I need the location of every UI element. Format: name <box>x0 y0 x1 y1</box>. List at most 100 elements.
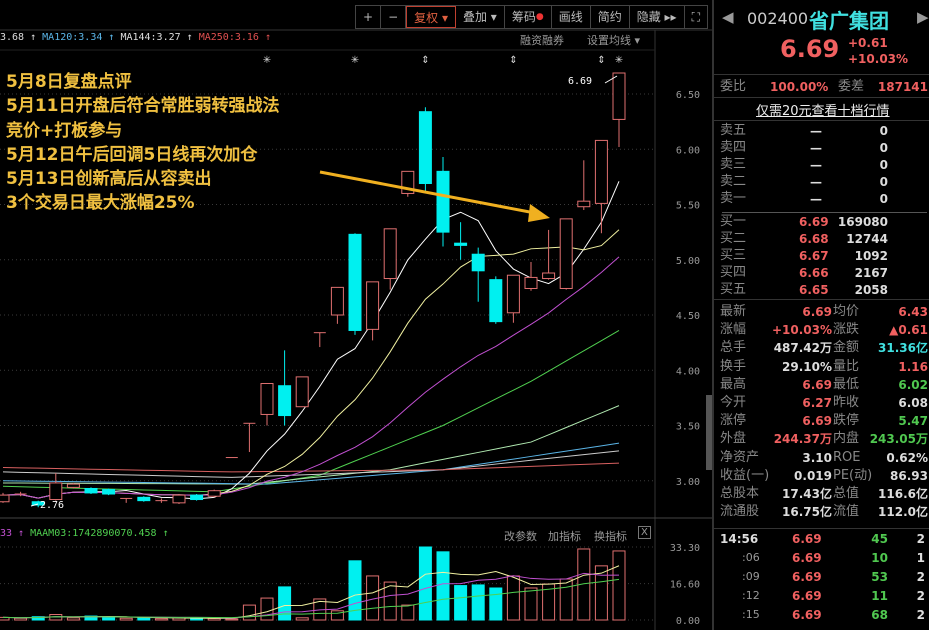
stat-label: 收益(一) <box>720 467 770 483</box>
weibi-value: 100.00% <box>770 80 829 94</box>
chart-toolbar: + − 复权 ▾ 叠加 ▾ 筹码● 画线 简约 隐藏 ▸▸ ⛶ <box>355 5 708 29</box>
event-marker-icon: ⇕ <box>421 55 429 66</box>
candle-body <box>137 496 151 502</box>
set-ma-dropdown[interactable]: 设置均线 ▾ <box>587 34 641 47</box>
ma20-line <box>2 256 620 499</box>
stat-row: 总手 487.42万 金额 31.36亿 <box>720 339 928 357</box>
candle-body <box>577 200 591 208</box>
candle-body <box>418 111 432 185</box>
stat-label: 跌停 <box>833 413 860 429</box>
volume-bar <box>506 575 520 621</box>
tick-volume: 45 <box>871 532 888 546</box>
candle-body <box>436 170 450 233</box>
stat-label: 量比 <box>833 358 860 374</box>
stat-value: 6.43 <box>898 305 928 319</box>
ask-price: — <box>810 124 822 138</box>
simple-mode-button[interactable]: 简约 <box>591 6 630 28</box>
candle-body <box>348 233 362 331</box>
ask-row: 卖三 — 0 <box>720 156 928 174</box>
ask-label: 卖二 <box>720 174 747 189</box>
draw-line-button[interactable]: 画线 <box>552 6 591 28</box>
tick-volume: 10 <box>871 551 888 565</box>
annotation-line: 5月13日创新高后从容卖出 <box>6 169 212 190</box>
overlay-dropdown[interactable]: 叠加 ▾ <box>456 6 505 28</box>
tick-row: 14:56 6.69 45 2 <box>720 530 928 548</box>
ask-row: 卖二 — 0 <box>720 173 928 191</box>
chips-button[interactable]: 筹码● <box>505 6 552 28</box>
candle-body <box>524 276 538 289</box>
zoom-out-button[interactable]: − <box>381 6 407 28</box>
tick-count: 2 <box>916 532 925 546</box>
stat-value: 6.69 <box>802 414 832 429</box>
ask-volume: 0 <box>879 141 888 155</box>
stat-row: 净资产 3.10 ROE 0.62% <box>720 449 928 467</box>
tick-time: :12 <box>742 589 760 602</box>
ask-label: 卖一 <box>720 191 747 206</box>
ask-row: 卖五 — 0 <box>720 122 928 140</box>
annotation-line: 竞价+打板参与 <box>6 120 123 141</box>
last-price: 6.69 <box>780 35 840 63</box>
bid-row: 买三 6.67 1092 <box>720 247 928 265</box>
volume-bar <box>436 551 450 621</box>
candle-body <box>594 139 608 204</box>
volume-bar <box>559 578 573 621</box>
volume-bar <box>31 616 45 621</box>
zoom-in-button[interactable]: + <box>356 6 382 28</box>
level10-promo-link[interactable]: 仅需20元查看十档行情 <box>756 104 890 119</box>
volume-bar <box>401 604 415 621</box>
tick-volume: 11 <box>871 589 888 603</box>
ma144-line <box>2 450 620 478</box>
volume-bar <box>66 617 80 621</box>
low-price-label: 2.76 <box>40 500 64 511</box>
tick-row: :09 6.69 53 2 <box>720 568 928 586</box>
ma5-line <box>2 181 620 500</box>
bid-price: 6.67 <box>799 249 829 263</box>
stat-value: 5.47 <box>898 414 928 429</box>
event-marker-icon: ⇕ <box>597 55 605 66</box>
bid-volume: 12744 <box>846 232 888 246</box>
event-marker-icon: ✳ <box>351 55 359 66</box>
stat-value: 6.02 <box>898 377 928 392</box>
tick-time: :06 <box>742 551 760 564</box>
ma120-value: MA120:3.34 ↑ <box>42 32 115 43</box>
fuquan-dropdown[interactable]: 复权 ▾ <box>406 6 456 28</box>
ask-price: — <box>810 158 822 172</box>
bid-row: 买二 6.68 12744 <box>720 230 928 248</box>
close-indicator-icon[interactable]: X <box>638 526 651 539</box>
volume-tick-label: 16.60 <box>670 580 700 591</box>
next-stock-icon[interactable]: ▶ <box>917 8 929 26</box>
quote-panel: ◀ 002400 省广集团 ▶ 6.69 +0.61 +10.03% 委比 10… <box>712 0 929 630</box>
stat-value: 17.43亿 <box>782 487 832 501</box>
price-tick-label: 6.00 <box>676 145 700 156</box>
ma-legend: 3.68 ↑ MA120:3.34 ↑ MA144:3.27 ↑ MA250:3… <box>0 32 271 43</box>
swap-indicator-button[interactable]: 换指标 <box>594 530 627 543</box>
ask-label: 卖四 <box>720 140 747 155</box>
ask-row: 卖一 — 0 <box>720 190 928 208</box>
add-indicator-button[interactable]: 加指标 <box>548 530 581 543</box>
stat-value: 16.75亿 <box>782 505 832 520</box>
fullscreen-icon[interactable]: ⛶ <box>691 10 700 24</box>
ask-volume: 0 <box>879 124 888 138</box>
candle-body <box>471 253 485 272</box>
stat-label: ROE <box>833 449 861 465</box>
candle-body <box>66 483 80 488</box>
candle-body <box>260 383 274 415</box>
hide-button[interactable]: 隐藏 ▸▸ <box>630 6 685 28</box>
volume-bar <box>14 617 28 621</box>
prev-stock-icon[interactable]: ◀ <box>722 8 734 26</box>
annotation-line: 5月12日午后回调5日线再次加仓 <box>6 144 258 165</box>
kline-chart[interactable]: 6.50 6.00 5.50 5.00 4.50 4.00 3.50 3.00 33.30 16.… <box>0 0 712 630</box>
panel-scrollbar[interactable] <box>706 395 712 470</box>
bid-row: 买四 6.66 2167 <box>720 264 928 282</box>
ask-label: 卖五 <box>720 123 747 138</box>
stat-row: 换手 29.10% 量比 1.16 <box>720 358 928 376</box>
volume-bar <box>137 617 151 621</box>
candle-body <box>102 489 116 495</box>
edit-params-button[interactable]: 改参数 <box>504 530 537 543</box>
price-tick-label: 4.00 <box>676 366 700 377</box>
margin-trading-link[interactable]: 融资融券 <box>520 34 564 47</box>
candle-body <box>278 385 292 417</box>
price-tick-label: 5.00 <box>676 256 700 267</box>
tick-volume: 53 <box>871 570 888 584</box>
stat-label: 内盘 <box>833 431 860 447</box>
